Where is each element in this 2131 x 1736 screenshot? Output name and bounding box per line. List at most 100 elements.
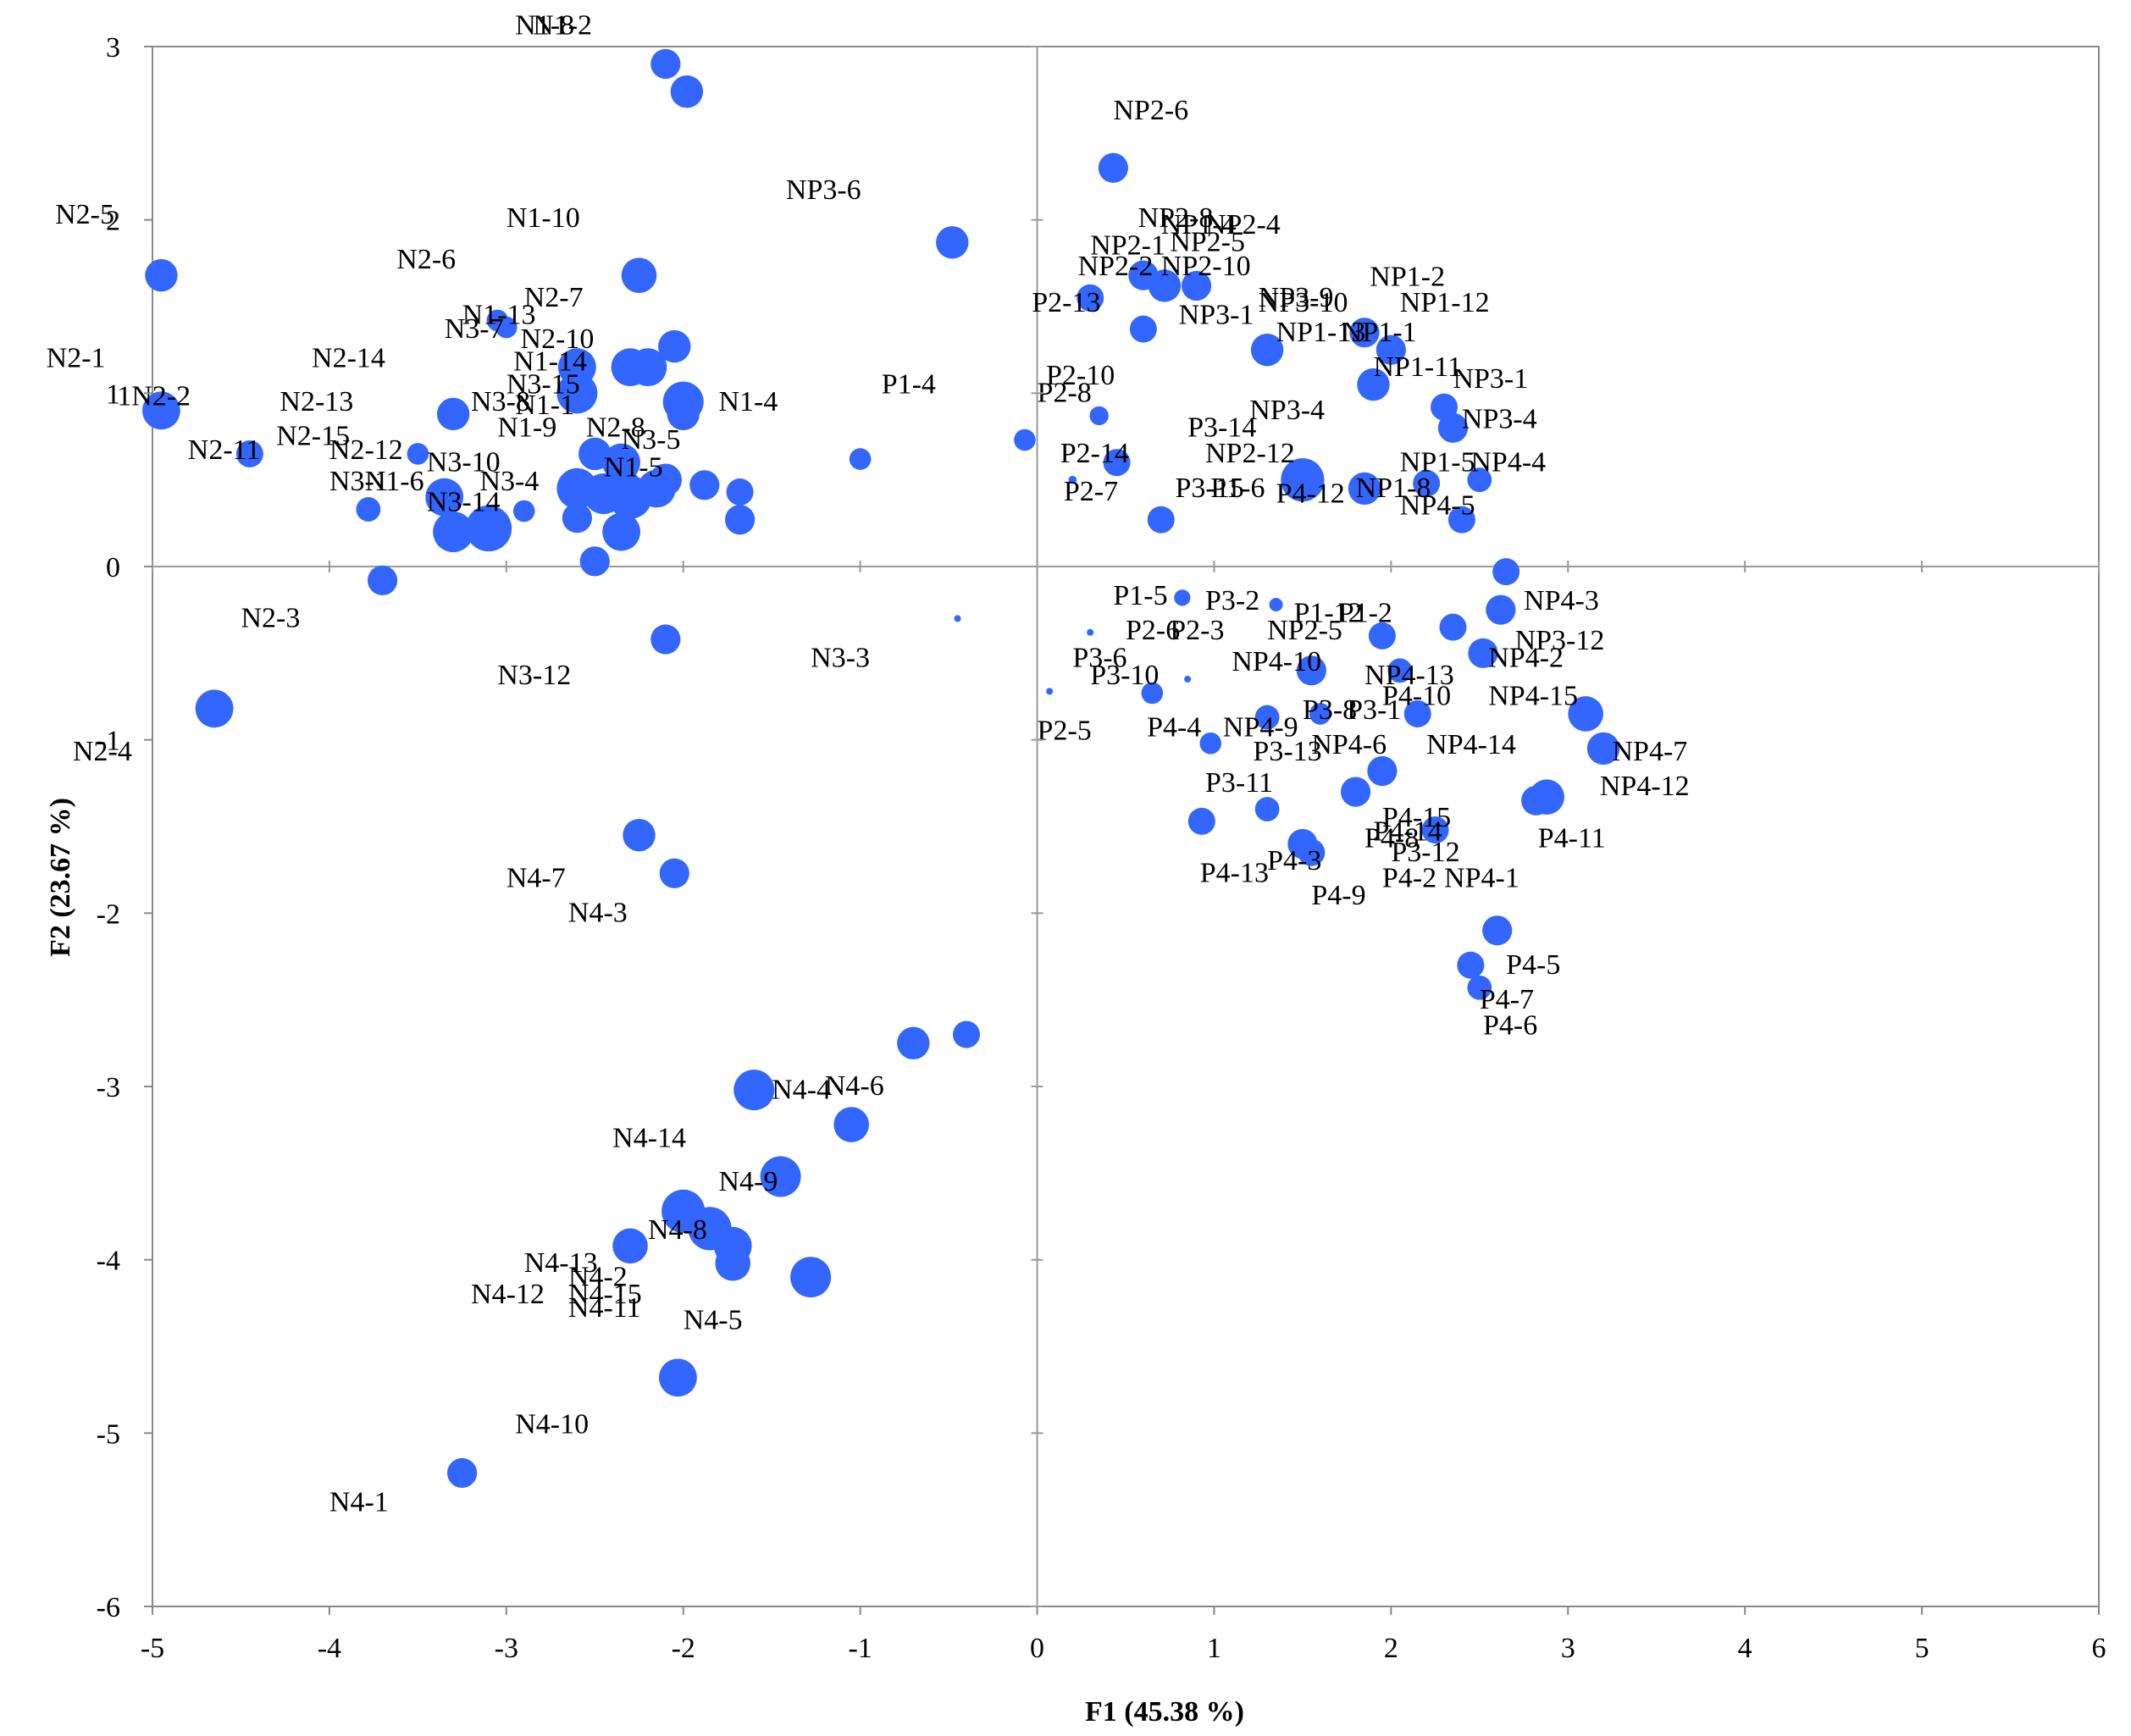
- point-label: N4-3: [568, 898, 628, 929]
- point-label: P4-15: [1382, 802, 1451, 833]
- x-tick-label: -3: [495, 1633, 518, 1664]
- point-label: P1-6: [1210, 473, 1265, 504]
- point-label: P2-8: [1038, 378, 1092, 409]
- x-tick-label: 1: [1207, 1633, 1221, 1664]
- data-point: NP4-14: [1367, 755, 1398, 787]
- point-label: NP4-10: [1232, 646, 1321, 677]
- point-label: P3-6: [1072, 643, 1126, 674]
- data-point: N4-8: [760, 1156, 801, 1197]
- y-tick-label: -3: [97, 1072, 120, 1103]
- point-label: N2-3: [241, 603, 300, 634]
- point-label: N4-10: [515, 1408, 589, 1440]
- x-tick-label: -2: [672, 1633, 695, 1664]
- data-point: NP4-10: [1296, 655, 1326, 686]
- data-point: NP3-12: [1439, 613, 1467, 641]
- data-point: NP3-6: [936, 226, 969, 259]
- data-point: P4-13: [1187, 807, 1215, 835]
- x-tick-label: 4: [1738, 1633, 1752, 1664]
- y-tick-label: 1: [106, 379, 120, 410]
- data-point: P4-9: [1298, 838, 1326, 866]
- data-point: P2-5: [1046, 688, 1054, 695]
- point-label: NP2-5: [1267, 615, 1342, 646]
- x-tick-label: -1: [848, 1633, 872, 1664]
- x-tick-label: 0: [1030, 1633, 1044, 1664]
- point-label: P3-14: [1187, 412, 1256, 444]
- point-label: N4-8: [648, 1214, 707, 1246]
- data-point: N4-10: [659, 1358, 697, 1397]
- data-point: N4-11: [715, 1245, 751, 1281]
- point-label: P2-6: [1126, 615, 1180, 646]
- data-point: P2-10: [1089, 406, 1109, 426]
- point-label: NP3-9: [1259, 282, 1334, 313]
- data-point: P4-15: [1340, 777, 1371, 807]
- point-label: N3-5: [622, 424, 681, 456]
- data-point: N3-4: [562, 503, 592, 534]
- point-label: N2-1: [47, 343, 106, 374]
- data-point: P3-2: [1269, 598, 1283, 612]
- point-label: P1-4: [882, 368, 936, 400]
- data-point: N3-12: [954, 615, 961, 622]
- data-point: P4-7: [1457, 951, 1485, 979]
- point-label: P2-13: [1032, 287, 1100, 318]
- data-point: N3-14: [512, 500, 535, 522]
- data-point: N2-9: [602, 512, 641, 551]
- point-label: NP4-1: [1444, 863, 1519, 894]
- data-point: NP1-4: [1148, 269, 1182, 302]
- point-label: NP4-13: [1364, 660, 1454, 691]
- axes-layer: -5 -4 -3 -2 -1 0 1 2 3 4 5 6 3 2 1 0 -1 -2 -3 -4 -5 -6: [97, 32, 2106, 1664]
- point-label: P2-10: [1046, 360, 1115, 391]
- point-label: N4-15: [568, 1279, 642, 1310]
- point-label: NP2-6: [1113, 95, 1188, 126]
- point-label: P4-12: [1276, 478, 1345, 509]
- point-label: NP1-4: [1161, 209, 1237, 240]
- data-point: N2-3: [367, 565, 398, 595]
- point-label: N2-15: [276, 421, 350, 452]
- point-label: NP4-5: [1400, 490, 1475, 522]
- point-label: N2-11: [188, 434, 261, 466]
- data-point: P4-11: [1521, 785, 1552, 815]
- data-point: P2-12: [1281, 458, 1325, 502]
- point-label: N2-12: [329, 434, 403, 466]
- point-label: N2-10: [521, 323, 595, 355]
- y-axis-title: F2 (23.67 %): [45, 798, 76, 957]
- point-label: N4-6: [825, 1070, 884, 1102]
- point-label: N4-4: [772, 1074, 831, 1105]
- point-label: N3-12: [497, 660, 571, 691]
- data-point: NP4-4: [1467, 467, 1492, 493]
- x-tick-label: -4: [318, 1633, 341, 1664]
- data-point: N2-6: [621, 257, 657, 293]
- data-point: NP4-15: [1568, 696, 1603, 732]
- data-point: P4-12: [1348, 472, 1381, 506]
- point-label: N4-7: [506, 863, 566, 894]
- data-point: P3-10: [1184, 676, 1192, 683]
- point-label: N3-3: [811, 643, 870, 674]
- point-label: NP2-10: [1161, 251, 1251, 282]
- point-label: N2-6: [396, 244, 456, 275]
- data-point: NP4-9: [1254, 705, 1280, 730]
- point-label: NP4-12: [1600, 771, 1690, 802]
- y-tick-label: -2: [97, 898, 120, 930]
- point-label: NP4-14: [1426, 729, 1516, 760]
- point-label: P4-3: [1267, 845, 1321, 876]
- data-point: P3-7: [1103, 449, 1131, 477]
- data-point: P2-13: [1077, 284, 1104, 312]
- data-point: NP2-1: [1129, 315, 1157, 343]
- x-tick-label: 3: [1561, 1633, 1575, 1664]
- data-point: N4-12: [612, 1228, 648, 1264]
- point-label: N3-7: [445, 313, 504, 345]
- point-label: NP2-8: [1138, 202, 1214, 234]
- data-point: P4-5: [1482, 915, 1513, 946]
- data-point: N1-6: [433, 511, 474, 553]
- point-label: N1-8: [515, 10, 574, 41]
- y-tick-label: 3: [106, 32, 120, 64]
- data-point: NP4-7: [1586, 732, 1620, 766]
- data-point: NP1-12: [1375, 334, 1406, 365]
- data-point: N4-5: [790, 1257, 832, 1298]
- x-axis-title: F1 (45.38 %): [1085, 1696, 1244, 1728]
- data-point: NP3-4: [1437, 412, 1469, 443]
- data-point: P3-11: [1199, 732, 1222, 755]
- data-point: N4-14: [733, 1070, 775, 1111]
- data-point: N1-2: [670, 75, 704, 108]
